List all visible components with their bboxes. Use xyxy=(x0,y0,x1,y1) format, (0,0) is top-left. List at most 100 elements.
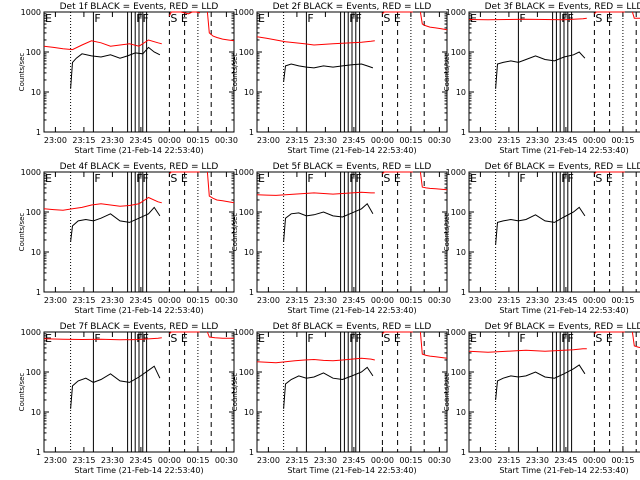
y-tick-label: 1 xyxy=(36,288,41,297)
lld-series-line xyxy=(594,331,625,335)
lld-series-line xyxy=(631,331,640,349)
y-tick-label: 1000 xyxy=(21,168,41,177)
x-tick-label: 00:30 xyxy=(215,136,238,145)
y-tick-label: 10 xyxy=(31,88,41,97)
x-tick-label: 23:45 xyxy=(554,456,577,465)
flag-label: S E xyxy=(383,332,400,345)
flag-label: E xyxy=(470,172,477,185)
lld-series-line xyxy=(382,171,413,175)
y-tick-label: 1000 xyxy=(446,168,466,177)
x-tick-label: 23:15 xyxy=(497,296,520,305)
chart-title: Det 8f BLACK = Events, RED = LLD xyxy=(273,322,432,332)
x-tick-label: 23:30 xyxy=(314,456,337,465)
y-tick-label: 1000 xyxy=(234,8,254,17)
x-tick-label: 00:30 xyxy=(428,456,451,465)
flag-label: FF xyxy=(349,172,362,185)
x-tick-label: 23:45 xyxy=(129,296,152,305)
x-tick-label: 23:15 xyxy=(72,136,95,145)
flag-label: FF xyxy=(136,12,149,25)
chart-title: Det 6f BLACK = Events, RED = LLD xyxy=(485,162,640,172)
flag-label: F xyxy=(307,12,313,25)
y-tick-label: 1000 xyxy=(446,8,466,17)
chart-panel: Det 5f BLACK = Events, RED = LLD 1 10 100 10… xyxy=(231,162,451,315)
flag-label: S E xyxy=(170,332,187,345)
lld-series-line xyxy=(168,11,200,17)
flag-label: F xyxy=(94,172,100,185)
lld-series-line xyxy=(382,331,413,335)
flag-label: E xyxy=(258,332,265,345)
flag-label: E xyxy=(258,12,265,25)
flag-label: FF xyxy=(136,172,149,185)
x-tick-label: 00:30 xyxy=(215,456,238,465)
lld-series-line xyxy=(169,171,200,175)
lld-series-line xyxy=(419,331,448,359)
x-tick-label: 23:30 xyxy=(314,136,337,145)
y-tick-label: 1 xyxy=(249,448,254,457)
x-tick-label: 00:00 xyxy=(583,136,606,145)
y-tick-label: 100 xyxy=(239,208,254,217)
lld-series-line xyxy=(43,337,162,341)
flag-label: FF xyxy=(561,172,574,185)
y-tick-label: 10 xyxy=(456,248,466,257)
y-tick-label: 1 xyxy=(249,128,254,137)
x-tick-label: 23:30 xyxy=(101,456,124,465)
x-tick-label: 23:15 xyxy=(497,136,520,145)
x-tick-label: 00:00 xyxy=(371,456,394,465)
y-tick-label: 10 xyxy=(456,88,466,97)
y-tick-label: 100 xyxy=(239,48,254,57)
flag-label: F xyxy=(519,12,525,25)
x-tick-label: 23:15 xyxy=(72,296,95,305)
events-series-line xyxy=(283,203,374,242)
lld-series-line xyxy=(206,11,235,42)
lld-series-line xyxy=(256,357,375,364)
y-axis-label: Counts/sec xyxy=(231,213,239,252)
y-tick-label: 1000 xyxy=(234,168,254,177)
events-series-line xyxy=(70,365,161,409)
x-tick-label: 00:15 xyxy=(399,136,422,145)
lld-series-line xyxy=(468,348,587,353)
y-tick-label: 1 xyxy=(36,128,41,137)
x-tick-label: 23:45 xyxy=(129,456,152,465)
x-axis-label: Start Time (21-Feb-14 22:53:40) xyxy=(499,466,628,475)
flag-label: E xyxy=(258,172,265,185)
lld-series-line xyxy=(206,331,234,339)
x-tick-label: 00:15 xyxy=(186,296,209,305)
x-tick-label: 00:00 xyxy=(158,456,181,465)
y-tick-label: 10 xyxy=(31,248,41,257)
events-series-line xyxy=(70,46,161,89)
flag-label: F xyxy=(519,172,525,185)
plot-frame xyxy=(468,11,640,133)
x-tick-label: 23:45 xyxy=(554,136,577,145)
events-series-line xyxy=(283,63,374,82)
x-axis-label: Start Time (21-Feb-14 22:53:40) xyxy=(74,306,203,315)
y-tick-label: 10 xyxy=(456,408,466,417)
lld-series-line xyxy=(594,11,625,15)
lld-series-line xyxy=(256,191,375,196)
y-tick-label: 1000 xyxy=(234,328,254,337)
y-tick-label: 10 xyxy=(244,88,254,97)
events-series-line xyxy=(495,51,586,89)
x-axis-label: Start Time (21-Feb-14 22:53:40) xyxy=(287,146,416,155)
x-axis-label: Start Time (21-Feb-14 22:53:40) xyxy=(74,146,203,155)
x-tick-label: 00:30 xyxy=(215,296,238,305)
flag-label: F xyxy=(94,332,100,345)
y-tick-label: 100 xyxy=(26,368,41,377)
flag-label: E xyxy=(45,172,52,185)
chart-panel: Det 3f BLACK = Events, RED = LLD 1 10 100 10… xyxy=(443,2,640,155)
chart-panel: Det 1f BLACK = Events, RED = LLD 1 10 100 10… xyxy=(18,2,238,155)
x-tick-label: 23:00 xyxy=(469,136,492,145)
lld-series-line xyxy=(419,11,448,31)
flag-label: S E xyxy=(383,12,400,25)
flag-label: FF xyxy=(561,12,574,25)
y-tick-label: 1 xyxy=(36,448,41,457)
x-axis-label: Start Time (21-Feb-14 22:53:40) xyxy=(499,146,628,155)
x-tick-label: 23:00 xyxy=(44,456,67,465)
lld-series-line xyxy=(419,171,448,191)
flag-label: FF xyxy=(349,12,362,25)
x-tick-label: 23:30 xyxy=(526,456,549,465)
x-tick-label: 23:00 xyxy=(257,296,280,305)
x-tick-label: 00:00 xyxy=(371,296,394,305)
x-tick-label: 23:45 xyxy=(554,296,577,305)
y-tick-label: 10 xyxy=(244,408,254,417)
